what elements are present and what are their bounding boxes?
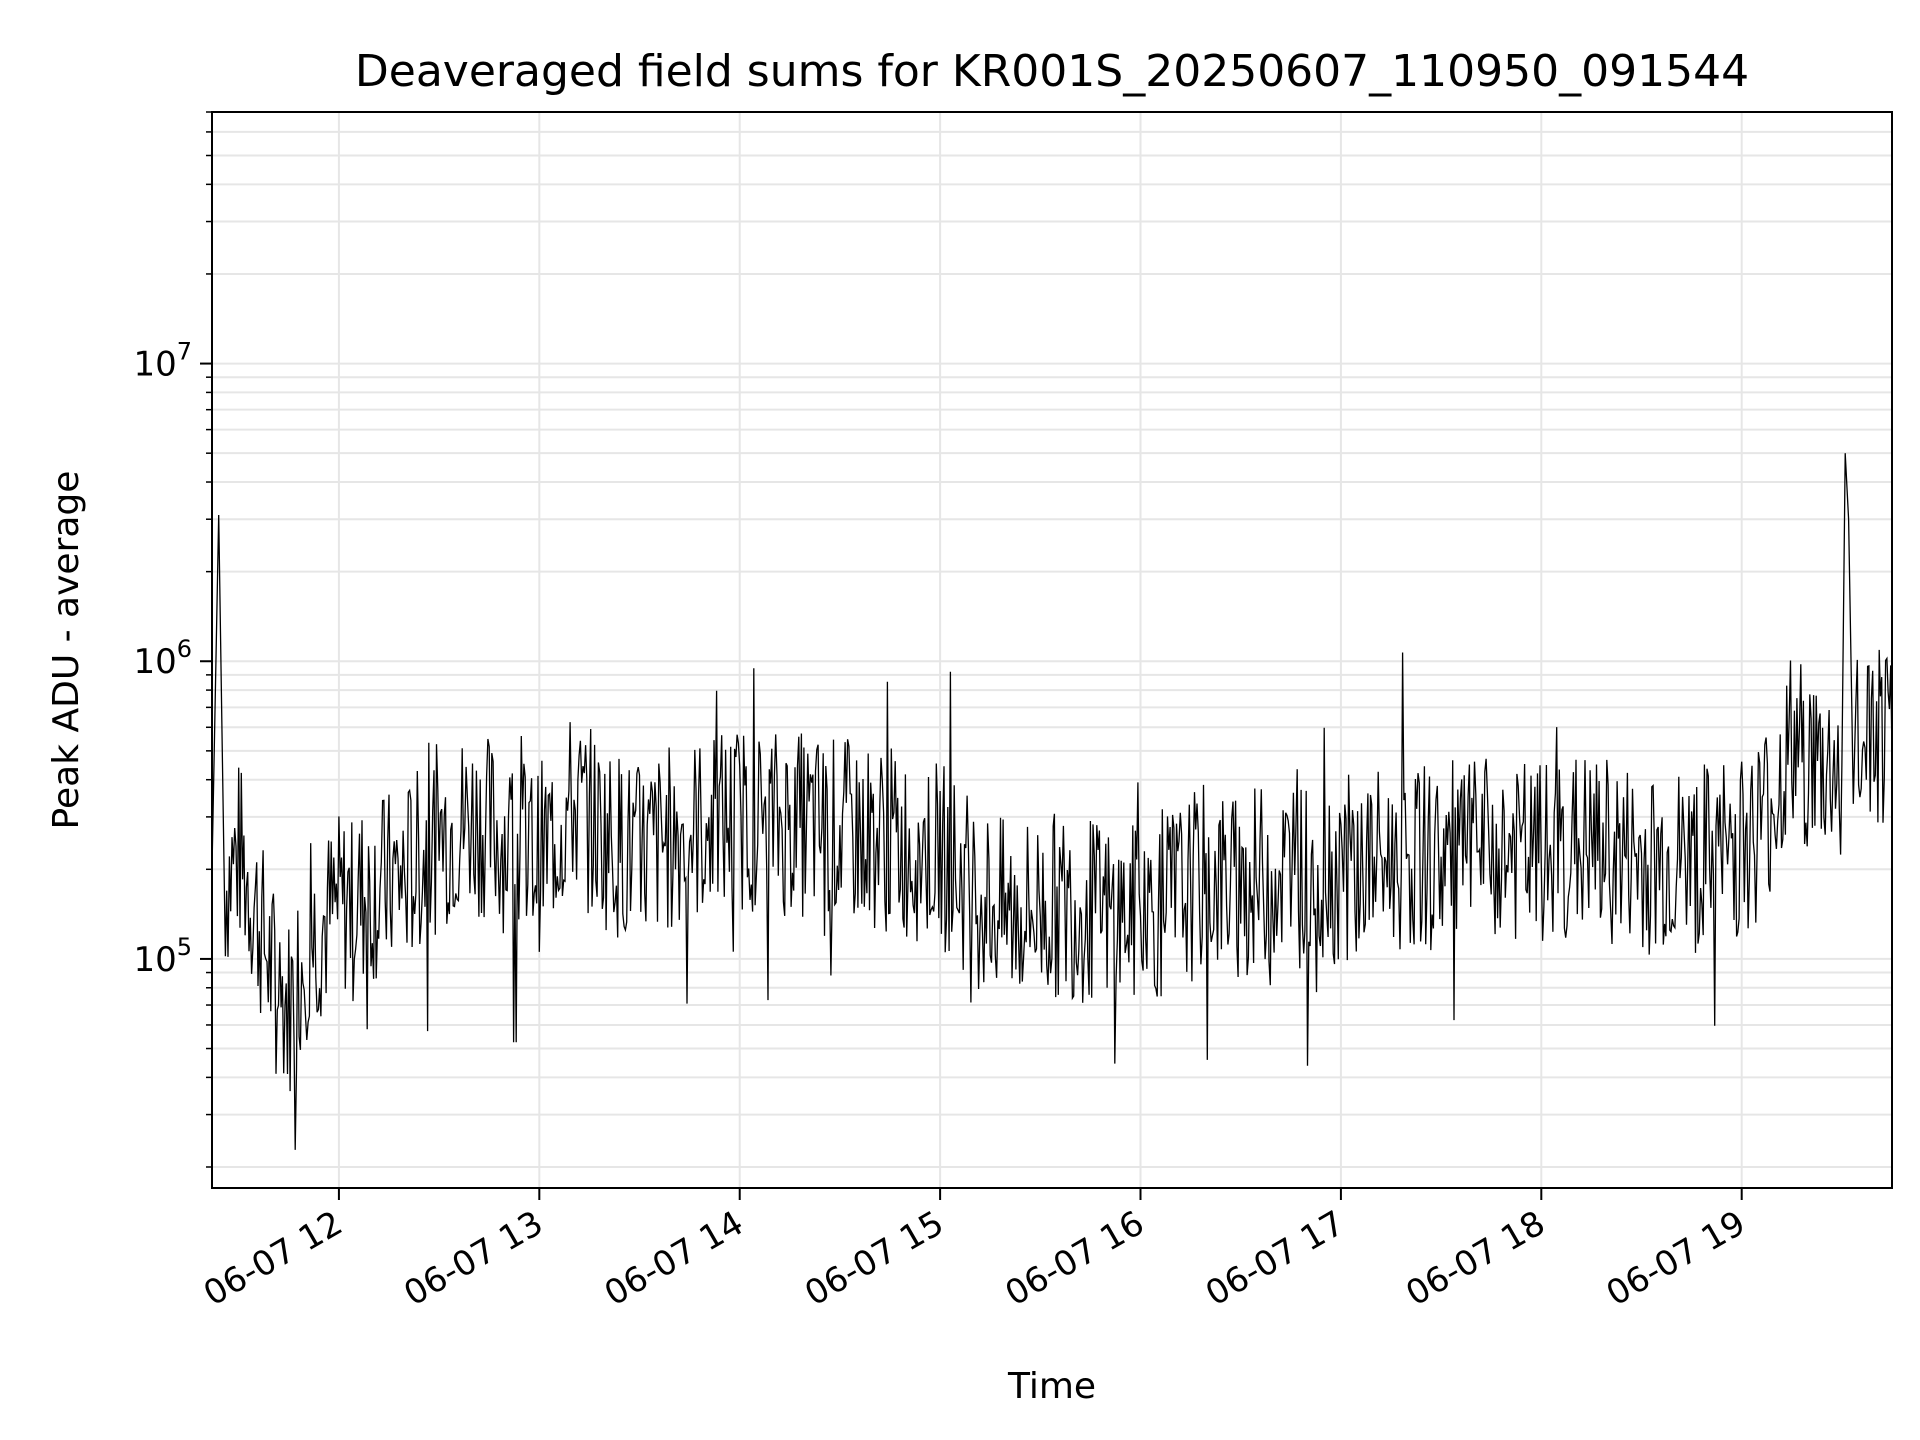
y-axis-label: Peak ADU - average [46,471,87,830]
series-layer [211,453,1893,1150]
x-axis-label: Time [1007,1366,1096,1407]
y-tick-label: 106 [133,635,192,682]
y-tick-label: 105 [133,933,192,980]
chart-title: Deaveraged field sums for KR001S_2025060… [355,46,1749,97]
series-line [211,453,1893,1150]
plot-frame [211,111,1893,1189]
y-tick-label: 107 [133,338,192,385]
